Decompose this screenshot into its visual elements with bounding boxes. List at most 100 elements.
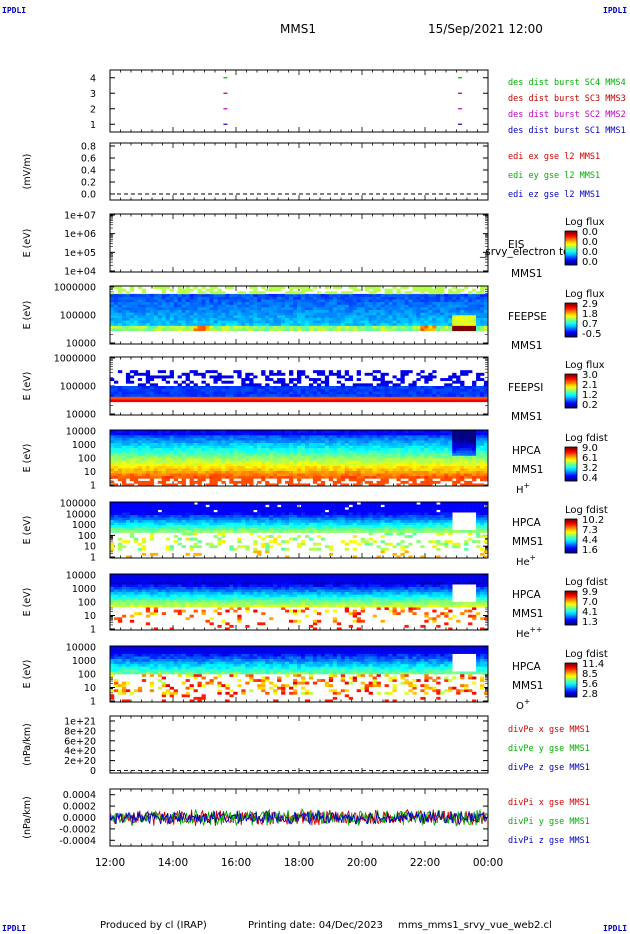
spectrogram-cell: [213, 380, 218, 384]
spectrogram-cell: [428, 430, 433, 433]
spectrogram-cell: [221, 458, 226, 461]
legend-des-dist-burst-sc3-mms3: des dist burst SC3 MMS3: [508, 94, 626, 104]
spectrogram-cell: [312, 378, 318, 382]
spectrogram-cell: [189, 478, 194, 482]
spectrogram-cell: [149, 307, 155, 311]
spectrogram-cell: [412, 435, 417, 438]
spectrogram-cell: [173, 447, 178, 451]
spectrogram-cell: [157, 393, 163, 397]
spectrogram-cell: [253, 304, 258, 308]
spectrogram-cell: [380, 391, 385, 395]
spectrogram-cell: [249, 440, 254, 444]
colorbar-frame: [564, 230, 578, 266]
spectrogram-cell: [420, 396, 425, 400]
spectrogram-cell: [408, 442, 413, 446]
spectrogram-cell: [257, 460, 262, 464]
spectrogram-cell: [428, 304, 433, 308]
spectrogram-cell: [221, 317, 226, 321]
spectrogram-cell: [233, 393, 238, 397]
spectrogram-cell: [352, 393, 357, 397]
spectrogram-cell: [452, 432, 457, 436]
spacecraft-label: MMS1: [511, 268, 542, 280]
spectrogram-cell: [432, 396, 437, 400]
spectrogram-cell: [125, 452, 131, 456]
spectrogram-cell: [237, 450, 242, 454]
spectrogram-cell: [241, 380, 246, 384]
spectrogram-cell: [117, 293, 123, 297]
spectrogram-cell: [165, 393, 170, 397]
spectrogram-cell: [300, 445, 306, 449]
spectrogram-cell: [344, 437, 350, 441]
spectrogram-cell: [137, 475, 143, 479]
spectrogram-cell: [241, 320, 246, 324]
spectrogram-cell: [110, 325, 115, 329]
spectrogram-cell: [412, 383, 417, 387]
spectrogram-cell: [129, 322, 135, 326]
spectrogram-cell: [141, 386, 147, 389]
spectrogram-cell: [237, 396, 242, 400]
spectrogram-cell: [416, 325, 421, 329]
spectrogram-cell: [396, 320, 401, 324]
spectrogram-cell: [229, 463, 234, 466]
spectrogram-cell: [480, 386, 485, 389]
spectrogram-cell: [169, 391, 174, 395]
spectrogram-cell: [281, 328, 286, 332]
spectrogram-cell: [165, 445, 170, 449]
spectrogram-cell: [181, 325, 186, 329]
spectrogram-cell: [460, 483, 465, 487]
spectrogram-cell: [297, 442, 302, 446]
spectrogram-cell: [125, 458, 131, 461]
spectrogram-cell: [472, 307, 477, 311]
spectrogram-cell: [165, 483, 170, 487]
spectrogram-cell: [245, 296, 250, 300]
spectrogram-cell: [213, 299, 218, 303]
spectrogram-cell: [428, 447, 433, 451]
spectrogram-cell: [229, 430, 234, 433]
spectrogram-cell: [177, 452, 182, 456]
spectrogram-cell: [205, 288, 210, 292]
spectrogram-cell: [452, 328, 457, 332]
spectrogram-cell: [217, 455, 222, 459]
spectrogram-cell: [472, 309, 477, 313]
spectrogram-cell: [277, 380, 282, 384]
spectrogram-cell: [273, 325, 278, 329]
spectrogram-cell: [197, 480, 202, 484]
spectrogram-cell: [332, 317, 338, 321]
spectrogram-cell: [221, 375, 226, 379]
spectrogram-cell: [404, 480, 409, 484]
spectrogram-cell: [432, 468, 437, 472]
spectrogram-cell: [117, 452, 123, 456]
spectrogram-cell: [221, 296, 226, 300]
spectrogram-cell: [376, 299, 381, 303]
spectrogram-cell: [392, 465, 397, 469]
spectrogram-cell: [360, 447, 365, 451]
spectrogram-cell: [436, 432, 441, 436]
spectrogram-cell: [205, 475, 210, 479]
spectrogram-cell: [308, 463, 314, 466]
spectrogram-cell: [201, 296, 206, 300]
spectrogram-cell: [185, 391, 190, 395]
spectrogram-cell: [408, 470, 413, 474]
spectrogram-cell: [201, 315, 206, 318]
spectrogram-cell: [404, 470, 409, 474]
spectrogram-cell: [245, 445, 250, 449]
spectrogram-cell: [308, 440, 314, 444]
spectrogram-cell: [289, 440, 294, 444]
spectrogram-cell: [472, 478, 477, 482]
spectrogram-cell: [189, 468, 194, 472]
spectrogram-cell: [408, 430, 413, 433]
spectrogram-cell: [149, 432, 155, 436]
spectrogram-cell: [316, 325, 322, 329]
spectrogram-cell: [145, 309, 151, 313]
spectrogram-cell: [400, 391, 405, 395]
spectrogram-cell: [113, 307, 119, 311]
spectrogram-cell: [448, 468, 453, 472]
spectrogram-cell: [356, 473, 361, 477]
spectrogram-cell: [257, 301, 262, 305]
spectrogram-cell: [460, 312, 465, 316]
spectrogram-cell: [388, 465, 393, 469]
spectrogram-cell: [117, 473, 123, 477]
spectrogram-cell: [225, 437, 230, 441]
spectrogram-cell: [460, 322, 465, 326]
spectrogram-cell: [221, 386, 226, 389]
